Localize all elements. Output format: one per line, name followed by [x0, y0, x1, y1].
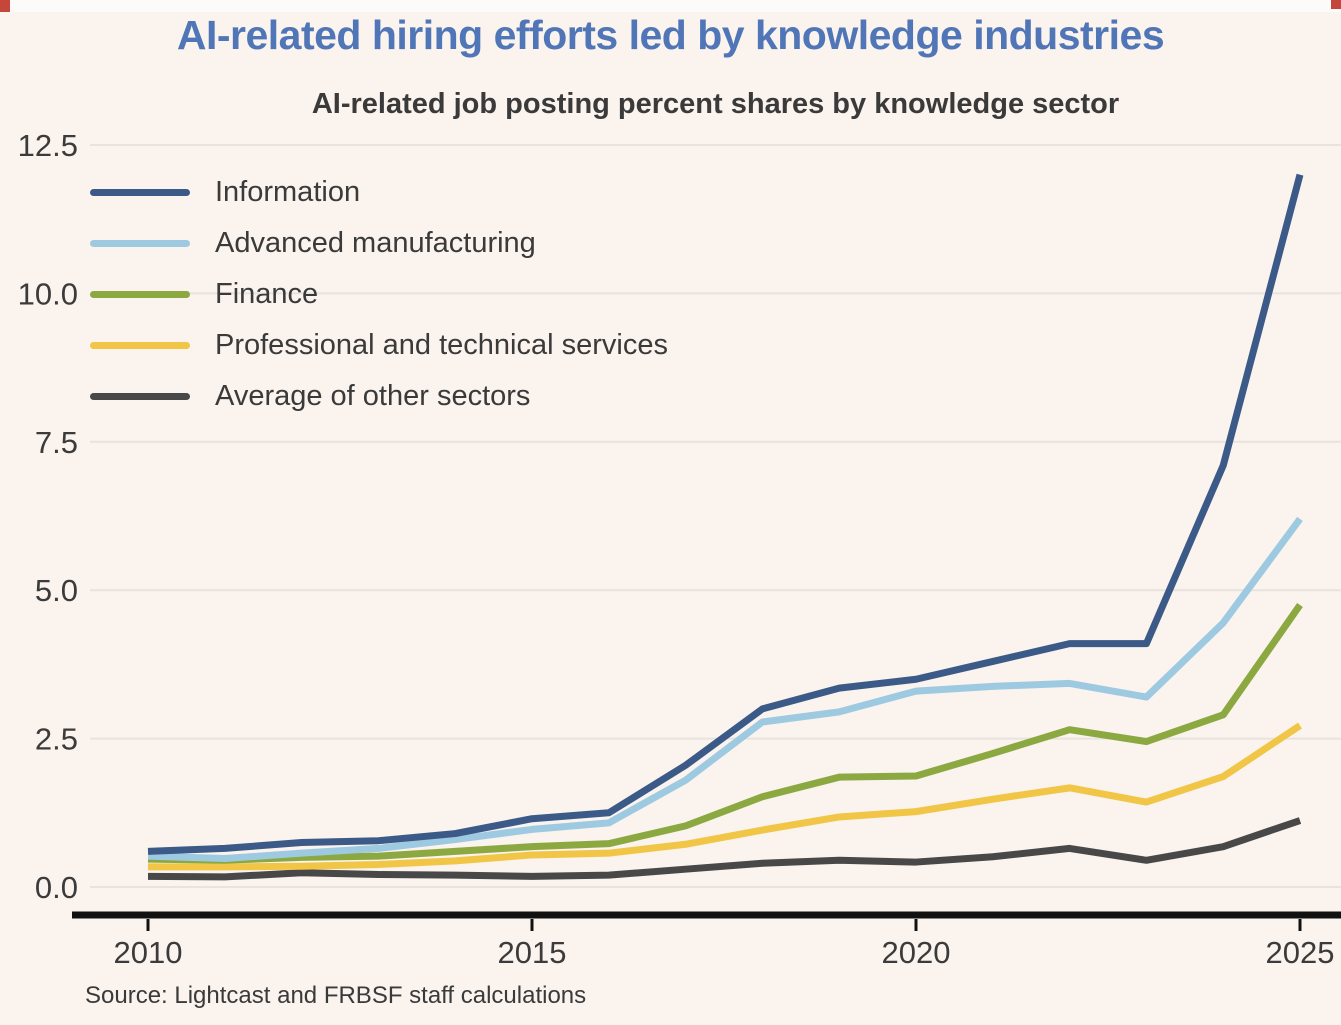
y-tick-label-0.0: 0.0 [35, 870, 78, 905]
legend-swatch-professional-and-technical-services [90, 342, 190, 349]
top-right-red-mark [1331, 0, 1341, 9]
series-line-professional-and-technical-services [148, 722, 1302, 871]
x-tick-label-2025: 2025 [1266, 935, 1335, 970]
legend-item-professional-and-technical-services: Professional and technical services [90, 320, 668, 371]
legend-item-average-of-other-sectors: Average of other sectors [90, 371, 668, 422]
legend-label-professional-and-technical-services: Professional and technical services [215, 329, 668, 361]
x-tick-label-2010: 2010 [114, 935, 183, 970]
y-tick-label-10.0: 10.0 [18, 276, 78, 311]
x-tick-label-2020: 2020 [882, 935, 951, 970]
legend-label-average-of-other-sectors: Average of other sectors [215, 380, 531, 412]
chart-subtitle: AI-related job posting percent shares by… [311, 88, 1120, 120]
top-left-red-mark [0, 0, 10, 12]
chart-title: AI-related hiring efforts led by knowled… [176, 12, 1165, 58]
top-strip [0, 0, 1341, 12]
x-tick-label-2015: 2015 [498, 935, 567, 970]
series-line-average-of-other-sectors [147, 817, 1302, 881]
series-line-finance [147, 603, 1303, 864]
legend-swatch-information [90, 189, 190, 196]
y-tick-label-7.5: 7.5 [35, 425, 78, 460]
legend-swatch-finance [90, 291, 190, 298]
source-note: Source: Lightcast and FRBSF staff calcul… [85, 982, 587, 1009]
legend-label-finance: Finance [215, 278, 319, 310]
legend-label-information: Information [215, 176, 361, 208]
series-line-information [147, 173, 1304, 855]
legend-item-advanced-manufacturing: Advanced manufacturing [90, 218, 668, 269]
y-tick-label-5.0: 5.0 [35, 573, 78, 608]
legend-item-finance: Finance [90, 269, 668, 320]
legend-swatch-average-of-other-sectors [90, 393, 190, 400]
legend: Information Advanced manufacturing Finance… [90, 167, 668, 422]
legend-item-information: Information [90, 167, 668, 218]
series-line-advanced-manufacturing [147, 516, 1303, 863]
y-tick-label-12.5: 12.5 [18, 128, 78, 163]
y-tick-label-2.5: 2.5 [35, 722, 78, 757]
legend-label-advanced-manufacturing: Advanced manufacturing [215, 227, 536, 259]
legend-swatch-advanced-manufacturing [90, 240, 190, 247]
